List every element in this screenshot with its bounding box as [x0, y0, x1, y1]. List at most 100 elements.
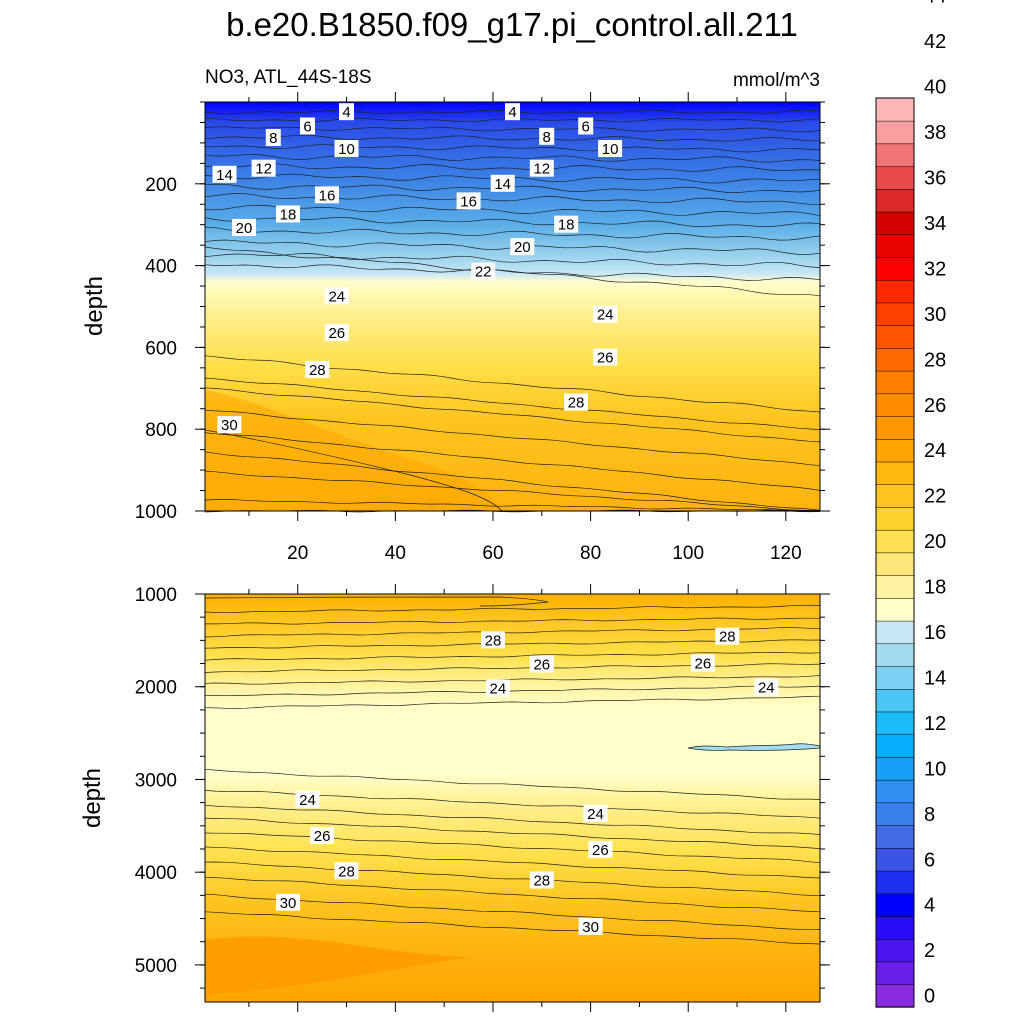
upper-contour-line — [204, 204, 821, 217]
contour-label: 12 — [255, 161, 272, 178]
colorbar-tick-label: 26 — [924, 395, 946, 417]
upper-contour-line — [204, 409, 821, 467]
contour-label: 10 — [602, 141, 619, 158]
colorbar-tick-label: 30 — [924, 304, 946, 326]
contour-label-box — [529, 655, 554, 673]
contour-label-box — [232, 219, 256, 236]
y-tick-label: 1000 — [135, 502, 177, 523]
contour-label: 30 — [221, 417, 238, 434]
contour-label-box — [300, 117, 315, 135]
contour-label: 26 — [592, 842, 609, 859]
y-tick-label: 200 — [145, 175, 177, 196]
lower-contour-line — [205, 617, 821, 625]
colorbar-swatch — [875, 279, 915, 304]
colorbar-tick-label: 12 — [924, 713, 946, 735]
upper-contour-line — [204, 429, 503, 512]
upper-contour-line — [204, 470, 821, 511]
contour-label: 28 — [309, 362, 326, 379]
contour-label: 16 — [319, 187, 336, 204]
lower-contour-line — [204, 651, 821, 661]
contour-label-box — [456, 192, 481, 210]
colorbar-tick-label: 44 — [924, 0, 946, 8]
upper-contour-line — [204, 163, 821, 172]
x-tick-label: 80 — [580, 543, 601, 564]
contour-label: 28 — [719, 629, 736, 646]
colorbar-swatch — [875, 415, 915, 440]
colorbar-swatch — [875, 802, 915, 826]
contour-label-box — [564, 393, 588, 411]
colorbar-swatch — [875, 915, 915, 940]
upper-contour-line — [204, 387, 821, 443]
contour-label-box — [305, 360, 330, 378]
upper-contour-line — [204, 144, 821, 153]
colorbar-tick-label: 10 — [924, 758, 946, 780]
contour-label: 28 — [338, 863, 355, 880]
upper-contour-labels: 4 4 6 6 8 8 10 10 12 12 14 14 16 16 18 18 20 20 22 24 24 26 26… — [212, 103, 623, 434]
upper-contour-lines — [204, 109, 821, 513]
colorbar-swatch — [875, 643, 915, 667]
colorbar-tick-label: 34 — [924, 213, 946, 235]
lower-contour-line — [204, 663, 821, 673]
colorbar-swatch — [875, 370, 915, 395]
contour-label: 26 — [328, 325, 345, 342]
lower-contour-line — [204, 675, 821, 685]
contour-label: 12 — [533, 161, 550, 178]
colorbar-tick-label: 6 — [924, 849, 935, 871]
colorbar-tick-label: 16 — [924, 622, 946, 644]
contour-label: 22 — [475, 264, 492, 281]
upper-contour-line — [204, 226, 821, 241]
contour-label: 24 — [587, 806, 604, 823]
upper-contour-line — [204, 246, 821, 297]
contour-label: 20 — [236, 220, 253, 237]
contour-label-box — [593, 348, 618, 366]
colorbar-tick-label: 32 — [924, 258, 946, 280]
upper-ylabel: depth — [81, 276, 108, 336]
colorbar-swatch — [875, 824, 915, 849]
contour-label-box — [505, 103, 520, 121]
colorbar-tick-label: 42 — [924, 31, 946, 53]
lower-contour-line — [204, 804, 821, 835]
colorbar-swatch — [875, 506, 915, 531]
contour-label-box — [690, 654, 715, 672]
colorbar-swatch — [875, 870, 915, 895]
contour-label: 8 — [269, 130, 277, 147]
upper-orange-region — [205, 390, 502, 511]
upper-axes: 20 40 60 80 100 120 200 400 600 800 1000 — [135, 92, 830, 564]
colorbar-swatch — [875, 984, 915, 1008]
contour-label-box — [339, 103, 354, 121]
colorbar-swatch — [875, 711, 915, 735]
contour-label: 14 — [216, 167, 233, 184]
y-tick-label: 800 — [145, 420, 177, 441]
contour-label: 28 — [568, 395, 585, 412]
colorbar-swatch — [875, 211, 915, 236]
colorbar-swatch — [875, 347, 915, 372]
subtitle-right: mmol/m^3 — [733, 70, 820, 91]
contour-label: 26 — [314, 828, 331, 845]
colorbar-swatch — [875, 734, 915, 758]
colorbar-swatch — [875, 756, 915, 781]
contour-label-box — [554, 215, 579, 233]
contour-label-box — [715, 627, 740, 645]
contour-label-box — [490, 174, 515, 192]
colorbar-tick-label: 28 — [924, 349, 946, 371]
contour-label: 4 — [508, 104, 516, 121]
colorbar-swatch — [875, 234, 915, 258]
colorbar-tick-label: 40 — [924, 77, 946, 99]
contour-label-box — [588, 840, 613, 858]
colorbar-swatch — [875, 461, 915, 485]
contour-label-box — [481, 631, 505, 649]
upper-contour-line — [204, 216, 821, 227]
x-tick-label: 120 — [770, 543, 802, 564]
colorbar-frame — [875, 97, 915, 1008]
contour-label-box — [295, 790, 320, 808]
contour-label: 6 — [303, 119, 311, 136]
colorbar-swatch — [875, 302, 915, 326]
contour-label: 26 — [695, 656, 712, 673]
colorbar-swatch — [875, 484, 915, 508]
lower-panel: 28 28 26 26 24 24 24 24 26 26 28 28 30 30 1000 2000 300… — [79, 584, 830, 1012]
x-tick-label: 40 — [385, 543, 406, 564]
colorbar-tick-label: 0 — [924, 986, 935, 1008]
contour-label-box — [578, 917, 603, 935]
lower-blue-patch — [687, 743, 821, 751]
